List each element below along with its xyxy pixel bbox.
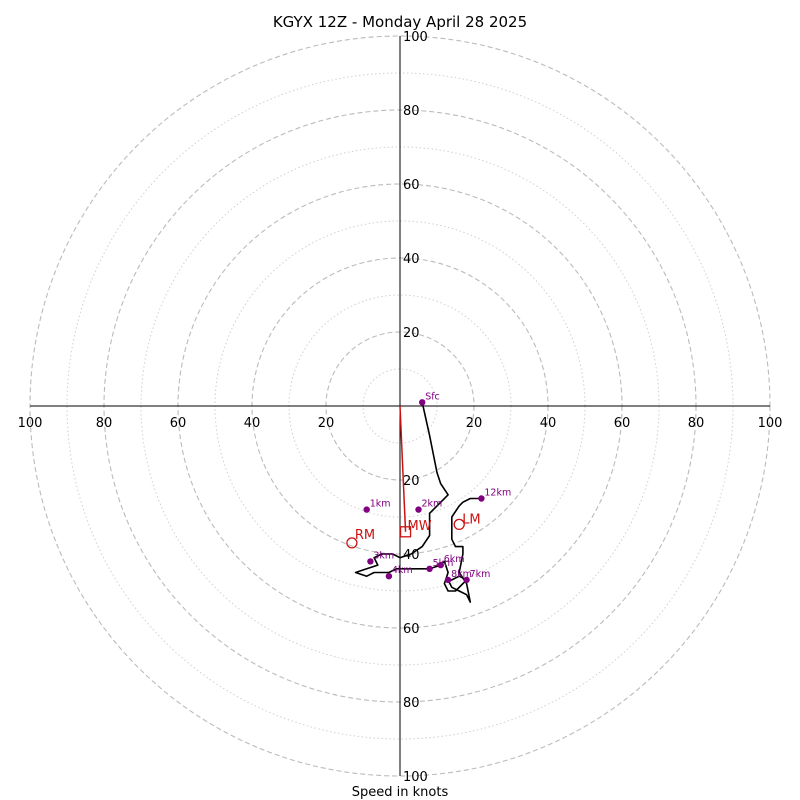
height-label-7km: 7km xyxy=(470,569,491,580)
storm-motion-layer: MW RM LM xyxy=(346,405,481,549)
x-tick-label: 100 xyxy=(758,416,783,431)
x-tick-label: 40 xyxy=(540,416,557,431)
height-point-6km xyxy=(437,561,444,569)
height-point-sfc xyxy=(419,399,426,406)
height-point-1km xyxy=(363,506,370,513)
x-tick-label: 60 xyxy=(614,416,631,431)
mean-wind-label: MW xyxy=(408,519,432,534)
height-points-layer: Sfc1km2km3km4km5km6km7km8km12km xyxy=(363,391,511,584)
y-tick-label: 60 xyxy=(403,178,420,193)
x-tick-label: 80 xyxy=(688,416,705,431)
chart-title: KGYX 12Z - Monday April 28 2025 xyxy=(273,13,527,31)
x-tick-label: 100 xyxy=(18,416,43,431)
x-axis-label: Speed in knots xyxy=(352,785,449,800)
height-point-4km xyxy=(385,573,393,580)
height-point-2km xyxy=(415,506,422,513)
right-mover-marker xyxy=(346,537,358,549)
y-tick-label: 20 xyxy=(403,326,420,341)
height-point-8km xyxy=(444,576,452,584)
height-label-1km: 1km xyxy=(370,499,391,510)
height-point-12km xyxy=(478,495,485,502)
y-tick-label: 20 xyxy=(403,474,420,489)
height-point-5km xyxy=(426,565,433,572)
height-label-2km: 2km xyxy=(422,499,443,510)
y-tick-label: 60 xyxy=(403,622,420,637)
x-tick-label: 60 xyxy=(170,416,187,431)
y-tick-label: 40 xyxy=(403,252,420,267)
mean-wind-marker xyxy=(399,526,412,538)
height-point-3km xyxy=(367,558,374,565)
height-label-3km: 3km xyxy=(373,550,394,561)
tick-labels: 100 80 60 40 20 20 40 60 80 100100806040202040608… xyxy=(18,30,783,785)
height-label-sfc: Sfc xyxy=(425,391,440,402)
y-tick-label: 80 xyxy=(403,104,420,119)
mean-wind-vector xyxy=(399,405,407,532)
right-mover-label: RM xyxy=(355,528,375,543)
height-label-8km: 8km xyxy=(451,569,472,580)
y-tick-label: 100 xyxy=(403,770,428,785)
height-label-6km: 6km xyxy=(444,554,465,565)
x-tick-label: 20 xyxy=(318,416,335,431)
y-tick-label: 100 xyxy=(403,30,428,45)
height-label-4km: 4km xyxy=(392,565,413,576)
hodograph-trace-layer xyxy=(354,402,482,603)
hodograph-trace xyxy=(354,402,482,603)
x-tick-label: 20 xyxy=(466,416,483,431)
height-label-12km: 12km xyxy=(484,488,511,499)
left-mover-marker xyxy=(453,518,465,531)
height-point-7km xyxy=(463,576,470,584)
x-tick-label: 40 xyxy=(244,416,261,431)
y-tick-label: 80 xyxy=(403,696,420,711)
left-mover-label: LM xyxy=(462,512,480,527)
x-tick-label: 80 xyxy=(96,416,113,431)
